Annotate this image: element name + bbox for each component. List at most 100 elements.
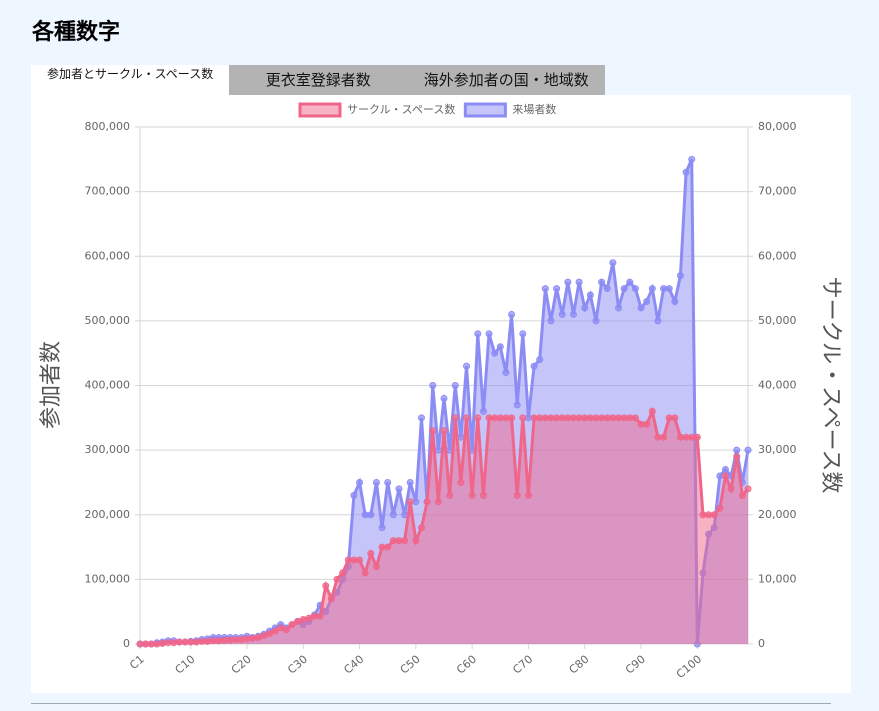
point (181, 638, 189, 646)
point (260, 632, 268, 640)
point (699, 511, 707, 519)
x-tick-label: C80 (567, 653, 592, 677)
point (316, 612, 324, 620)
point (637, 304, 645, 312)
x-tick-label: C90 (623, 653, 648, 677)
divider (31, 703, 831, 704)
point (553, 285, 561, 293)
point (592, 317, 600, 325)
point (615, 414, 623, 422)
point (575, 414, 583, 422)
point (463, 362, 471, 370)
point (609, 414, 617, 422)
point (457, 478, 465, 486)
point (530, 362, 538, 370)
point (344, 556, 352, 564)
point (733, 446, 741, 454)
point (440, 394, 448, 402)
point (384, 543, 392, 551)
point (693, 433, 701, 441)
y2-tick-label: 20,000 (758, 508, 797, 521)
point (682, 433, 690, 441)
point (226, 636, 234, 644)
point (327, 595, 335, 603)
x-tick-label: C70 (510, 653, 535, 677)
point (474, 330, 482, 338)
point (322, 582, 330, 590)
point (384, 478, 392, 486)
point (626, 278, 634, 286)
point (187, 638, 195, 646)
point (209, 637, 217, 645)
point (671, 297, 679, 305)
point (294, 617, 302, 625)
point (615, 304, 623, 312)
point (485, 330, 493, 338)
point (271, 627, 279, 635)
point (159, 639, 167, 647)
point (716, 472, 724, 480)
point (468, 491, 476, 499)
point (423, 498, 431, 506)
point (496, 414, 504, 422)
point (440, 427, 448, 435)
tab[interactable]: 参加者とサークル・スペース数 (31, 65, 230, 95)
point (232, 635, 240, 643)
point (356, 556, 364, 564)
point (451, 382, 459, 389)
legend-label: サークル・スペース数 (347, 103, 455, 116)
tab[interactable]: 海外参加者の国・地域数 (407, 65, 606, 95)
point (654, 433, 662, 441)
point (378, 524, 386, 532)
point (485, 414, 493, 422)
point (513, 491, 521, 499)
point (643, 297, 651, 305)
point (417, 414, 425, 422)
point (463, 414, 471, 422)
x-tick-label: C50 (398, 653, 423, 677)
point (249, 634, 257, 642)
point (361, 511, 369, 519)
point (164, 639, 172, 647)
tab[interactable]: 更衣室登録者数 (229, 65, 408, 95)
point (541, 414, 549, 422)
point (479, 491, 487, 499)
point (367, 511, 375, 519)
point (277, 624, 285, 632)
point (412, 537, 420, 545)
point (660, 285, 668, 293)
y2-tick-label: 70,000 (758, 185, 797, 198)
point (558, 310, 566, 318)
point (620, 414, 628, 422)
point (530, 414, 538, 422)
point (603, 414, 611, 422)
point (508, 310, 516, 318)
point (569, 310, 577, 318)
point (676, 272, 684, 280)
point (401, 537, 409, 545)
point (389, 511, 397, 519)
point (536, 414, 544, 422)
point (288, 621, 296, 629)
point (434, 446, 442, 454)
y-tick-label: 500,000 (85, 314, 131, 327)
point (350, 556, 358, 564)
legend-label: 来場者数 (512, 103, 556, 116)
point (688, 155, 696, 163)
point (339, 569, 347, 577)
point (367, 550, 375, 558)
point (575, 278, 583, 286)
point (648, 407, 656, 415)
y-axis-title: 参加者数 (39, 341, 64, 429)
point (637, 420, 645, 428)
point (412, 498, 420, 506)
x-tick-label: C100 (674, 653, 704, 681)
point (389, 537, 397, 545)
y2-tick-label: 80,000 (758, 120, 797, 133)
point (417, 524, 425, 532)
point (474, 414, 482, 422)
point (429, 382, 437, 389)
x-tick-label: C1 (127, 653, 147, 672)
point (682, 168, 690, 176)
x-tick-label: C40 (341, 653, 366, 677)
